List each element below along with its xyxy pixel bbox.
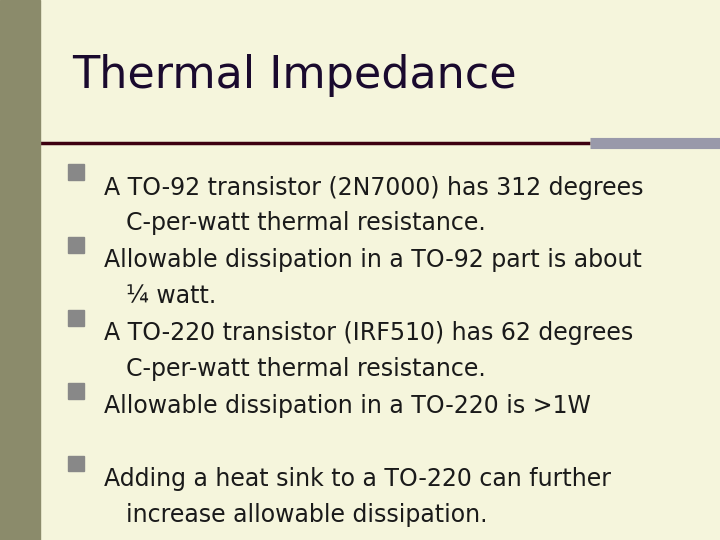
Bar — [68, 310, 84, 326]
Text: C-per-watt thermal resistance.: C-per-watt thermal resistance. — [126, 357, 486, 381]
Text: Thermal Impedance: Thermal Impedance — [72, 54, 517, 97]
Text: A TO-220 transistor (IRF510) has 62 degrees: A TO-220 transistor (IRF510) has 62 degr… — [104, 321, 634, 345]
Text: C-per-watt thermal resistance.: C-per-watt thermal resistance. — [126, 211, 486, 235]
Text: increase allowable dissipation.: increase allowable dissipation. — [126, 503, 487, 526]
Text: A TO-92 transistor (2N7000) has 312 degrees: A TO-92 transistor (2N7000) has 312 degr… — [104, 176, 644, 199]
Text: Allowable dissipation in a TO-92 part is about: Allowable dissipation in a TO-92 part is… — [104, 248, 642, 272]
Text: Allowable dissipation in a TO-220 is >1W: Allowable dissipation in a TO-220 is >1W — [104, 394, 591, 418]
Bar — [68, 456, 84, 471]
Bar — [68, 237, 84, 253]
Bar — [68, 383, 84, 399]
Text: ¼ watt.: ¼ watt. — [126, 284, 216, 308]
Text: Adding a heat sink to a TO-220 can further: Adding a heat sink to a TO-220 can furth… — [104, 467, 611, 491]
Bar — [68, 164, 84, 180]
